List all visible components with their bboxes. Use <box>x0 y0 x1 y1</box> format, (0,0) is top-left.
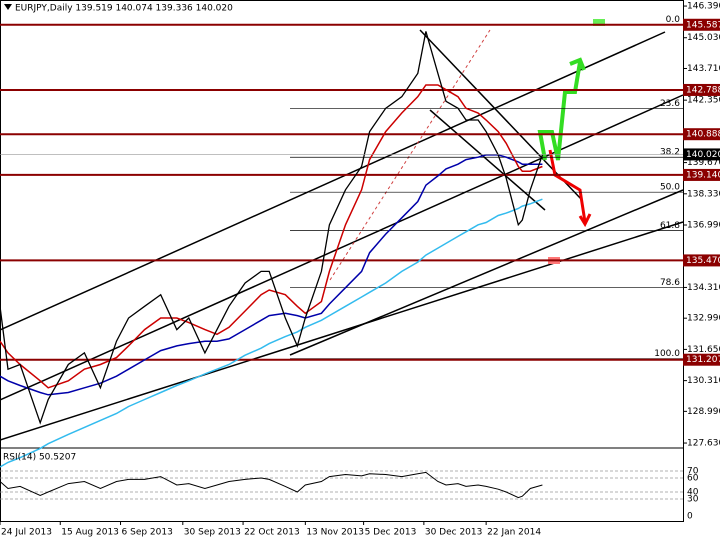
level-box <box>683 83 720 96</box>
fib-label: 23.6 <box>660 99 680 109</box>
level-label: 145.587 <box>686 20 720 30</box>
y-tick-label: 127.630 <box>687 439 720 449</box>
y-tick-label: 128.990 <box>687 407 720 417</box>
y-tick-label: 145.030 <box>687 33 720 43</box>
fib-label: 38.2 <box>660 148 680 158</box>
fib-label: 50.0 <box>660 183 680 193</box>
fib-label: 61.8 <box>660 221 680 231</box>
rsi-line <box>0 471 543 499</box>
y-tick-label: 146.390 <box>687 2 720 12</box>
level-box <box>683 168 720 181</box>
x-tick-label: 24 Jul 2013 <box>1 528 52 538</box>
level-box <box>683 353 720 366</box>
y-tick-label: 138.330 <box>687 189 720 199</box>
level-box <box>683 18 720 31</box>
y-tick-label: 134.310 <box>687 283 720 293</box>
x-tick-label: 22 Oct 2013 <box>244 528 300 538</box>
dashed-trend <box>329 29 491 281</box>
y-tick-label: 131.650 <box>687 345 720 355</box>
y-tick-label: 143.710 <box>687 64 720 74</box>
y-tick-label: 136.990 <box>687 221 720 231</box>
rsi-label: RSI(14) 50.5207 <box>3 453 76 463</box>
x-tick-label: 15 Aug 2013 <box>61 528 119 538</box>
current-price-label: 140.020 <box>686 150 720 160</box>
chart-title: EURJPY,Daily 139.519 140.074 139.336 140… <box>15 4 233 14</box>
red-arrows <box>548 149 592 228</box>
fib-label: 0.0 <box>666 15 681 25</box>
green-arrows <box>537 57 586 161</box>
level-label: 131.207 <box>686 355 720 365</box>
x-tick-label: 5 Dec 2013 <box>365 528 417 538</box>
x-tick-label: 22 Jan 2014 <box>487 528 541 538</box>
y-tick-label: 142.350 <box>687 96 720 106</box>
x-tick-label: 13 Nov 2013 <box>306 528 364 538</box>
moving-average <box>0 84 543 389</box>
level-label: 142.788 <box>686 85 720 95</box>
level-label: 135.470 <box>686 256 720 266</box>
x-tick-label: 30 Dec 2013 <box>425 528 483 538</box>
fib-label: 100.0 <box>654 349 680 359</box>
rsi-tick-label: 30 <box>687 495 699 505</box>
current-price-box <box>683 148 720 161</box>
level-label: 140.888 <box>686 130 720 140</box>
rsi-tick-label: 70 <box>687 467 699 477</box>
rsi-tick-label: 40 <box>687 488 699 498</box>
level-box <box>683 254 720 267</box>
level-box <box>683 128 720 141</box>
symbol-icon <box>4 4 12 10</box>
y-tick-label: 130.310 <box>687 376 720 386</box>
y-tick-label: 132.990 <box>687 314 720 324</box>
y-tick-label: 139.670 <box>687 158 720 168</box>
x-tick-label: 6 Sep 2013 <box>122 528 173 538</box>
fib-label: 78.6 <box>660 278 680 288</box>
rsi-tick-label: 0 <box>687 512 693 522</box>
x-tick-label: 30 Sep 2013 <box>184 528 241 538</box>
rsi-tick-label: 60 <box>687 474 699 484</box>
level-label: 139.140 <box>686 170 720 180</box>
green-marker <box>593 19 605 26</box>
moving-average <box>0 154 543 396</box>
price-line <box>0 31 544 425</box>
